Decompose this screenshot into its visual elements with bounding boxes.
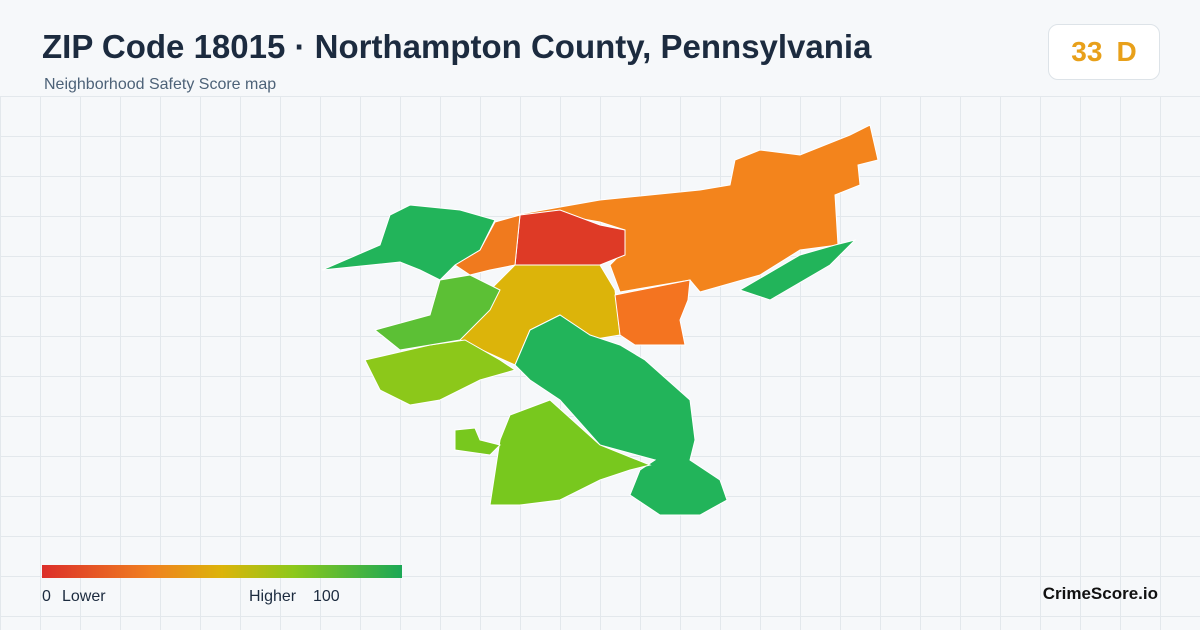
legend-min-label: Lower: [62, 588, 106, 605]
title: ZIP Code 18015 · Northampton County, Pen…: [42, 28, 872, 65]
legend-min: 0: [42, 588, 51, 605]
area: [514, 209, 626, 266]
subtitle: Neighborhood Safety Score map: [44, 76, 277, 93]
header-band: [0, 0, 1200, 96]
area: [489, 399, 652, 506]
area: [738, 239, 857, 301]
area: [454, 427, 501, 456]
brand: CrimeScore.io: [1042, 584, 1158, 603]
area: [321, 204, 496, 281]
score: 33: [1071, 36, 1103, 67]
legend-bar: [42, 565, 402, 578]
area: [373, 274, 501, 351]
score-badge: 33 D: [1048, 24, 1160, 80]
area: [514, 314, 728, 516]
legend-max: 100: [313, 588, 340, 605]
legend-max-label: Higher: [249, 588, 297, 605]
area: [614, 279, 691, 346]
grade: D: [1116, 36, 1137, 67]
